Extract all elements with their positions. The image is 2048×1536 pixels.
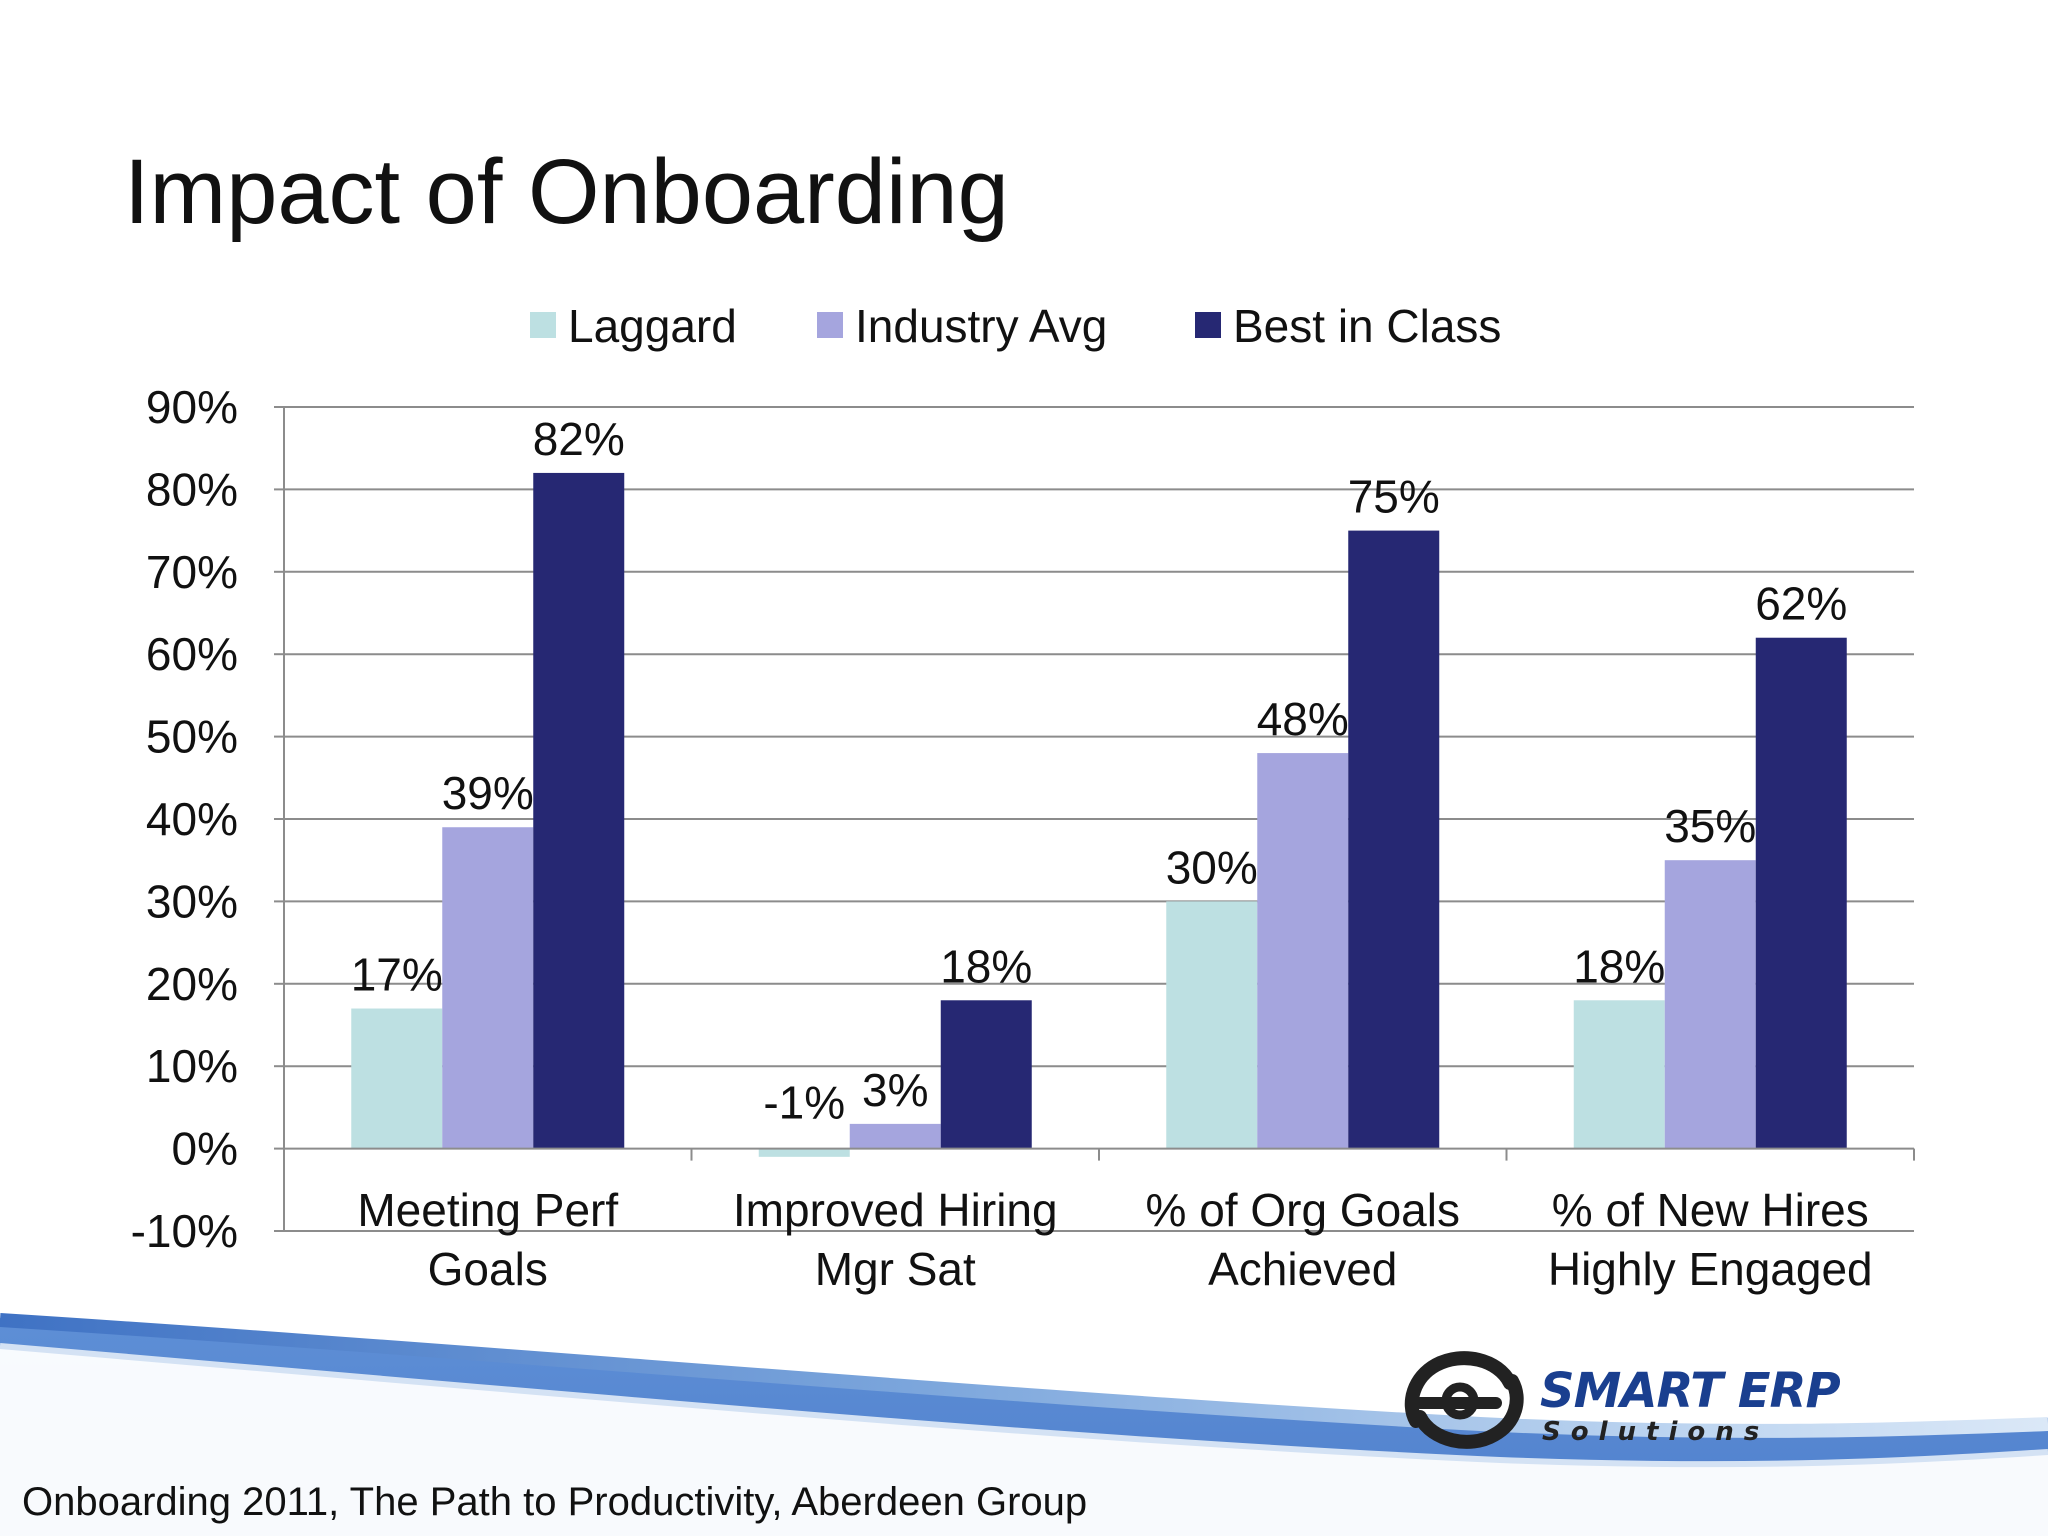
bar-industry-avg (1664, 860, 1756, 1149)
data-label: 35% (1664, 800, 1756, 852)
legend-swatch (530, 312, 556, 338)
y-tick-label: 60% (146, 628, 238, 680)
bar-laggard (351, 1008, 443, 1149)
legend-swatch (1195, 312, 1221, 338)
bar-best-in-class (940, 1000, 1032, 1149)
data-label: 3% (862, 1064, 928, 1116)
x-tick-label: Improved Hiring (733, 1184, 1058, 1236)
data-label: 17% (351, 949, 443, 1001)
bar-industry-avg (849, 1123, 941, 1149)
smart-erp-logo: SMART ERP Solutions (1400, 1345, 1841, 1455)
x-tick-label: Achieved (1208, 1243, 1397, 1295)
data-label: 30% (1166, 841, 1258, 893)
bar-laggard (1166, 901, 1258, 1149)
slide-title: Impact of Onboarding (124, 141, 1009, 243)
y-tick-label: 40% (146, 793, 238, 845)
data-label: -1% (763, 1077, 845, 1129)
data-labels: 17% 39% 82% -1% 3% 18% 30% 48% 75% 18% 35% 62% (351, 413, 1848, 1129)
bar-industry-avg (1257, 753, 1349, 1149)
source-citation: Onboarding 2011, The Path to Productivit… (22, 1480, 1088, 1524)
data-label: 18% (1573, 940, 1665, 992)
data-label: 39% (442, 767, 534, 819)
y-tick-label: 90% (146, 381, 238, 433)
x-tick-label: Goals (428, 1243, 548, 1295)
y-axis: -10% 0% 10% 20% 30% 40% 50% 60% 70% 80% 90% (131, 381, 285, 1257)
bar-best-in-class (1755, 637, 1847, 1149)
y-tick-label: 10% (146, 1040, 238, 1092)
logo-mark-icon (1404, 1351, 1524, 1449)
data-label: 18% (940, 940, 1032, 992)
bar-chart: Laggard Industry Avg Best in Class -10% 0% 1… (131, 300, 1915, 1295)
logo-wordmark: SMART ERP (1540, 1363, 1841, 1419)
x-tick-label: Mgr Sat (815, 1243, 976, 1295)
x-tick-label: Meeting Perf (357, 1184, 618, 1236)
bar-industry-avg (442, 827, 534, 1149)
x-tick-label: % of Org Goals (1146, 1184, 1460, 1236)
y-tick-label: 50% (146, 711, 238, 763)
legend-label: Industry Avg (855, 300, 1107, 352)
bar-laggard (1573, 1000, 1665, 1149)
data-label: 62% (1755, 578, 1847, 630)
chart-legend: Laggard Industry Avg Best in Class (530, 300, 1501, 352)
x-tick-label: Highly Engaged (1548, 1243, 1873, 1295)
y-tick-label: 80% (146, 463, 238, 515)
chart-bars (351, 472, 1847, 1157)
bar-best-in-class (1348, 530, 1440, 1149)
legend-label: Laggard (568, 300, 737, 352)
y-tick-label: 70% (146, 546, 238, 598)
legend-swatch (817, 312, 843, 338)
logo-subtitle: Solutions (1542, 1417, 1770, 1447)
y-tick-label: 30% (146, 875, 238, 927)
legend-label: Best in Class (1233, 300, 1501, 352)
y-tick-label: 0% (172, 1123, 238, 1175)
data-label: 48% (1257, 693, 1349, 745)
data-label: 75% (1348, 471, 1440, 523)
x-tick-label: % of New Hires (1552, 1184, 1869, 1236)
data-label: 82% (533, 413, 625, 465)
x-axis: Meeting Perf Goals Improved Hiring Mgr Sat%… (283, 1147, 1915, 1295)
y-tick-label: 20% (146, 958, 238, 1010)
bar-laggard (758, 1148, 850, 1157)
y-tick-label: -10% (131, 1205, 238, 1257)
bar-best-in-class (533, 472, 625, 1149)
